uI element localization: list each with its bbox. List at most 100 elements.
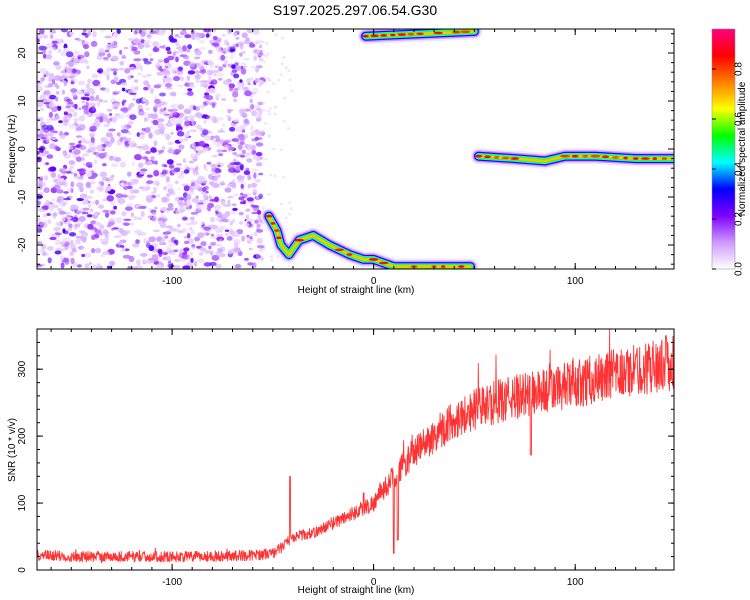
- noise-speckle: [145, 150, 152, 155]
- noise-speckle: [179, 30, 188, 36]
- noise-speckle: [104, 87, 110, 93]
- noise-speckle: [196, 204, 204, 211]
- noise-speckle: [246, 197, 254, 202]
- noise-speckle: [170, 131, 174, 135]
- noise-speckle: [132, 97, 136, 101]
- noise-speckle: [255, 254, 260, 259]
- noise-speckle: [267, 112, 271, 116]
- noise-speckle: [76, 135, 83, 138]
- noise-speckle: [81, 32, 87, 36]
- noise-speckle: [147, 34, 151, 38]
- noise-speckle: [129, 114, 137, 120]
- noise-speckle: [95, 199, 99, 206]
- noise-speckle: [80, 96, 88, 101]
- noise-speckle: [121, 194, 128, 198]
- noise-speckle: [251, 144, 256, 151]
- noise-speckle: [70, 181, 75, 188]
- noise-speckle: [215, 264, 222, 269]
- noise-speckle: [223, 47, 231, 53]
- noise-speckle: [253, 172, 257, 179]
- noise-speckle: [122, 99, 127, 103]
- noise-speckle: [239, 164, 244, 171]
- ridge-lower-hotspot: [334, 248, 344, 252]
- noise-speckle: [210, 163, 217, 168]
- noise-speckle: [48, 73, 55, 79]
- noise-speckle: [198, 247, 207, 251]
- noise-speckle: [70, 188, 74, 193]
- noise-speckle: [121, 106, 129, 113]
- noise-speckle: [206, 161, 212, 165]
- noise-speckle: [143, 237, 147, 244]
- noise-speckle: [159, 214, 168, 219]
- noise-speckle: [83, 44, 89, 50]
- noise-speckle: [39, 107, 45, 112]
- noise-speckle: [98, 98, 103, 103]
- noise-speckle: [264, 157, 268, 161]
- noise-speckle: [91, 264, 97, 269]
- noise-speckle: [140, 168, 148, 172]
- noise-speckle: [210, 236, 218, 239]
- noise-speckle: [224, 211, 231, 217]
- noise-speckle: [87, 223, 94, 230]
- noise-speckle: [124, 248, 130, 252]
- noise-speckle: [204, 168, 208, 172]
- noise-speckle: [46, 213, 51, 216]
- noise-speckle: [235, 165, 241, 171]
- noise-speckle: [266, 90, 270, 94]
- noise-speckle: [250, 91, 257, 95]
- noise-speckle: [100, 137, 108, 143]
- noise-speckle: [70, 239, 74, 246]
- noise-speckle: [49, 118, 58, 121]
- noise-speckle: [226, 42, 230, 46]
- noise-speckle: [82, 211, 89, 215]
- noise-speckle: [203, 83, 209, 88]
- noise-speckle: [184, 115, 189, 122]
- noise-speckle: [102, 243, 108, 246]
- noise-speckle: [210, 233, 215, 237]
- noise-speckle: [107, 176, 114, 181]
- noise-speckle: [252, 205, 259, 208]
- noise-speckle: [215, 234, 224, 237]
- noise-speckle: [169, 164, 175, 170]
- noise-speckle: [78, 216, 87, 222]
- noise-speckle: [195, 79, 200, 84]
- noise-speckle: [157, 31, 164, 36]
- noise-speckle: [215, 243, 222, 247]
- noise-speckle: [128, 66, 136, 71]
- noise-speckle: [104, 49, 110, 53]
- ridge-top-hotspot: [407, 32, 415, 36]
- noise-speckle: [104, 233, 109, 238]
- noise-speckle: [86, 214, 93, 218]
- noise-speckle: [134, 178, 138, 185]
- noise-speckle: [216, 236, 225, 242]
- noise-speckle: [190, 29, 195, 35]
- noise-speckle: [145, 195, 153, 202]
- noise-speckle: [220, 182, 225, 186]
- noise-speckle: [203, 262, 212, 267]
- noise-speckle: [153, 84, 162, 89]
- noise-speckle: [113, 76, 119, 82]
- noise-speckle: [176, 84, 184, 88]
- chart-title: S197.2025.297.06.54.G30: [273, 2, 437, 18]
- noise-speckle: [214, 65, 219, 68]
- noise-speckle: [224, 187, 232, 193]
- noise-speckle: [150, 191, 156, 195]
- noise-speckle: [142, 156, 148, 160]
- noise-speckle: [75, 238, 81, 245]
- snr-y-tick-label: 200: [17, 427, 28, 444]
- noise-speckle: [119, 61, 124, 66]
- noise-speckle: [290, 89, 294, 93]
- noise-speckle: [86, 65, 90, 70]
- noise-speckle: [64, 65, 69, 70]
- noise-speckle: [164, 231, 172, 235]
- noise-speckle: [79, 186, 84, 193]
- noise-speckle: [69, 251, 74, 257]
- noise-speckle: [213, 175, 220, 179]
- noise-speckle: [126, 203, 134, 207]
- noise-speckle: [184, 133, 190, 138]
- noise-speckle: [178, 206, 183, 212]
- ridge-upper-hotspot: [474, 154, 483, 158]
- noise-speckle: [177, 173, 185, 180]
- noise-speckle: [102, 209, 110, 213]
- noise-speckle: [153, 170, 160, 177]
